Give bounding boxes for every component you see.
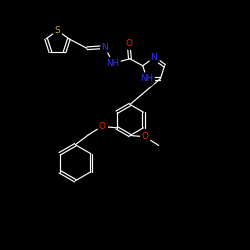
Text: S: S — [54, 26, 60, 35]
Text: N: N — [102, 42, 108, 51]
Text: O: O — [98, 122, 105, 131]
Text: O: O — [125, 39, 132, 48]
Text: NH: NH — [140, 74, 153, 83]
Text: NH: NH — [106, 59, 120, 68]
Text: O: O — [142, 132, 148, 141]
Text: N: N — [150, 53, 157, 62]
